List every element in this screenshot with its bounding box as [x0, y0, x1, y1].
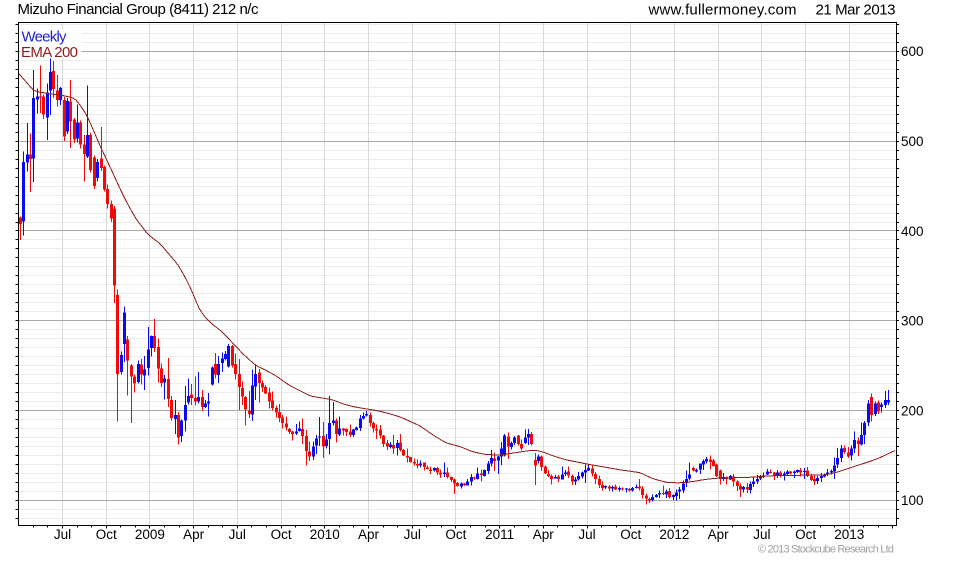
svg-text:Jul: Jul	[404, 527, 421, 542]
svg-text:www.fullermoney.com: www.fullermoney.com	[648, 2, 797, 19]
svg-text:100: 100	[901, 493, 924, 508]
svg-text:Jul: Jul	[229, 527, 246, 542]
svg-text:Weekly: Weekly	[22, 29, 68, 46]
svg-text:Jul: Jul	[753, 527, 770, 542]
svg-text:600: 600	[901, 44, 924, 59]
svg-text:Jul: Jul	[578, 527, 595, 542]
svg-text:2010: 2010	[310, 527, 340, 542]
svg-text:Oct: Oct	[96, 527, 117, 542]
svg-text:21 Mar 2013: 21 Mar 2013	[816, 2, 896, 19]
svg-text:400: 400	[901, 224, 924, 239]
svg-text:2011: 2011	[485, 527, 514, 542]
svg-text:Apr: Apr	[358, 527, 380, 542]
svg-text:Mizuho Financial Group (8411): Mizuho Financial Group (8411) 212 n/c	[18, 1, 260, 18]
svg-text:2009: 2009	[135, 527, 165, 542]
svg-text:Oct: Oct	[445, 527, 466, 542]
svg-text:Apr: Apr	[533, 527, 555, 542]
svg-text:2012: 2012	[659, 527, 689, 542]
svg-text:Oct: Oct	[620, 527, 641, 542]
svg-text:Oct: Oct	[271, 527, 292, 542]
svg-text:© 2013 Stockcube Research Ltd: © 2013 Stockcube Research Ltd	[758, 544, 894, 556]
svg-text:Oct: Oct	[795, 527, 816, 542]
svg-text:EMA 200: EMA 200	[21, 44, 78, 61]
svg-text:Jul: Jul	[54, 527, 71, 542]
svg-text:500: 500	[901, 134, 924, 149]
svg-text:Apr: Apr	[708, 527, 730, 542]
svg-text:Apr: Apr	[183, 527, 205, 542]
svg-text:2013: 2013	[834, 527, 864, 542]
svg-text:200: 200	[901, 403, 924, 418]
svg-text:300: 300	[901, 314, 924, 329]
